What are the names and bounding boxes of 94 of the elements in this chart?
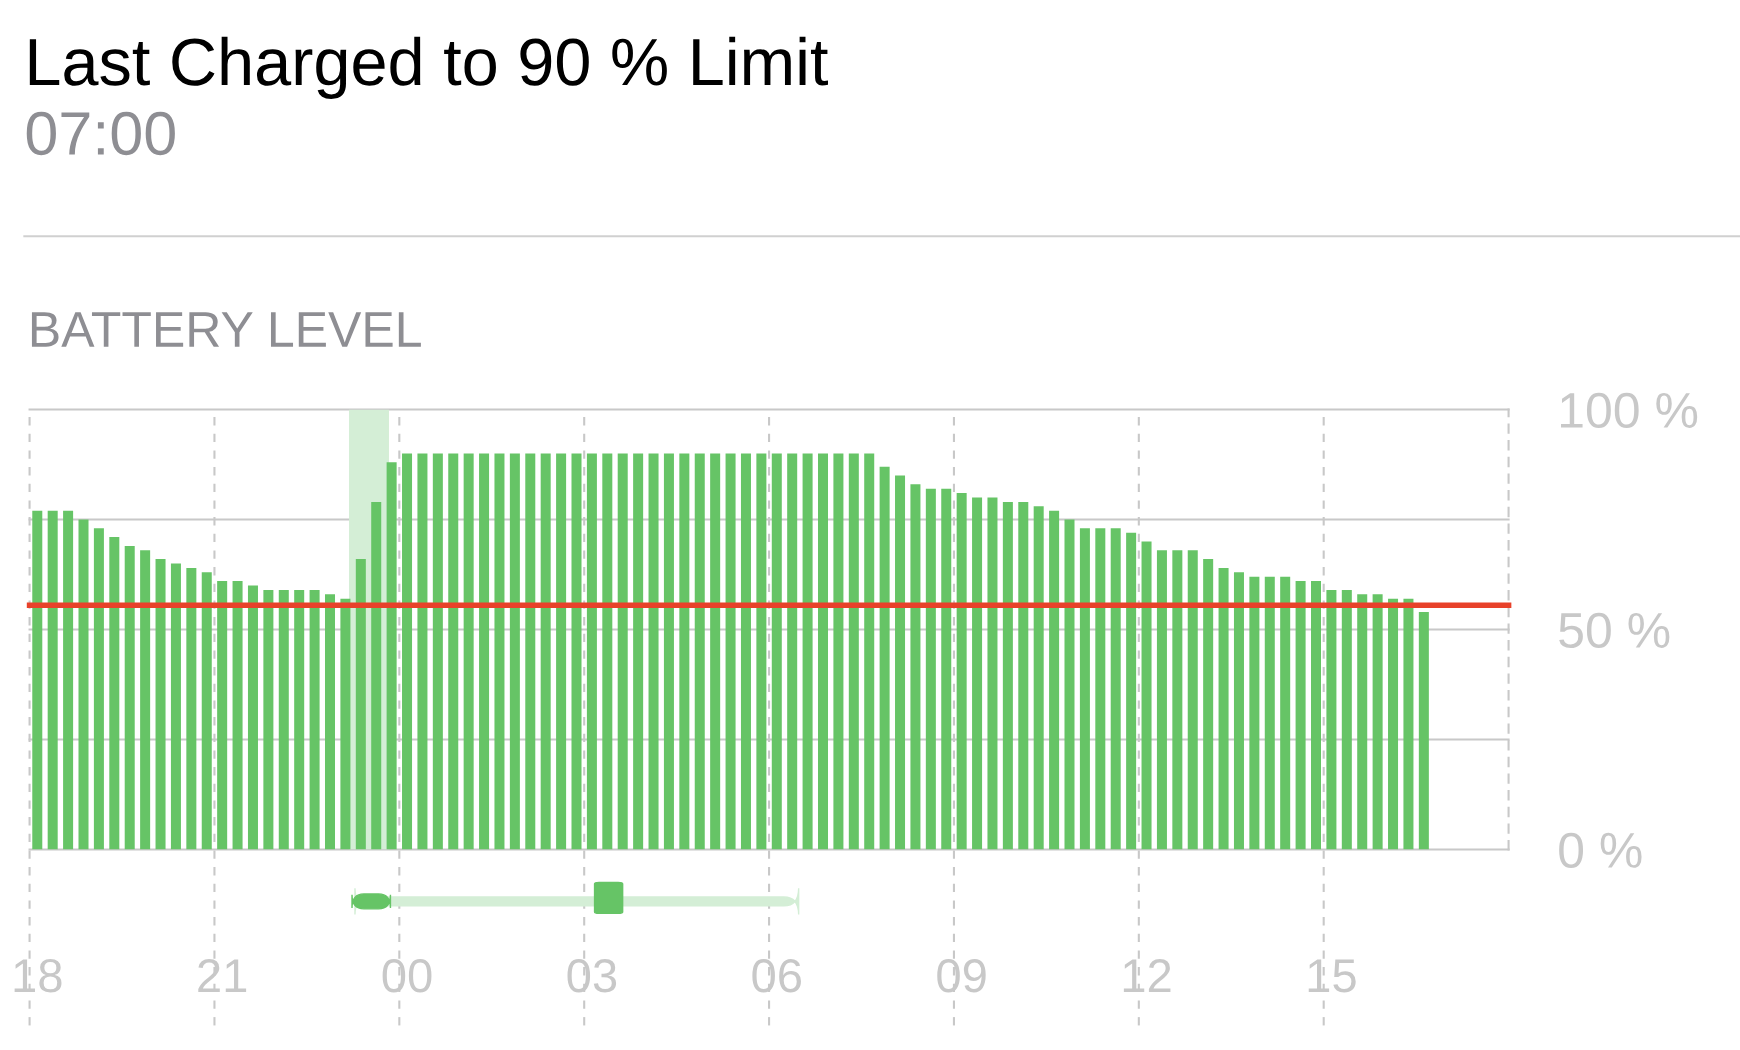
bar <box>879 466 890 850</box>
bar <box>1049 510 1060 850</box>
bar <box>93 528 104 850</box>
bar <box>170 563 181 850</box>
bar <box>787 453 798 850</box>
bar <box>1187 550 1198 850</box>
bar <box>309 589 320 850</box>
bar <box>340 598 351 850</box>
bar <box>201 572 212 850</box>
chart-title: Last Charged to 90 % Limit <box>29 36 828 99</box>
bar <box>494 453 505 850</box>
bar <box>1018 501 1029 850</box>
bar <box>278 589 289 850</box>
bar <box>663 453 674 850</box>
bar <box>232 581 243 850</box>
bar <box>941 488 952 850</box>
bar <box>371 501 382 850</box>
bar <box>694 453 705 850</box>
bar <box>294 589 305 850</box>
bar <box>679 453 690 850</box>
bar <box>1357 594 1368 850</box>
bar <box>1388 598 1399 850</box>
bar <box>1002 501 1013 850</box>
bar <box>540 453 551 850</box>
bar <box>925 488 936 850</box>
bar <box>1418 611 1429 850</box>
bar <box>448 453 459 850</box>
bar <box>1249 576 1260 850</box>
chart-subtitle: 07:00 <box>26 111 175 156</box>
bar <box>956 493 967 850</box>
bar <box>1064 519 1075 850</box>
bar <box>1295 581 1306 850</box>
bar <box>1079 528 1090 850</box>
bar <box>263 589 274 850</box>
bar <box>155 559 166 850</box>
bar <box>617 453 628 850</box>
bar <box>556 453 567 850</box>
bar <box>247 585 258 850</box>
bar <box>602 453 613 850</box>
bar <box>355 559 366 850</box>
bar <box>1203 559 1214 850</box>
bar <box>972 497 983 850</box>
bar <box>1280 576 1291 850</box>
bar <box>124 545 135 850</box>
bar <box>1095 528 1106 850</box>
bar <box>47 510 58 850</box>
bar <box>1156 550 1167 850</box>
bar <box>895 475 906 850</box>
bar <box>817 453 829 850</box>
bar <box>402 453 413 850</box>
bar <box>1264 576 1275 850</box>
bar <box>633 453 644 850</box>
bar <box>1172 550 1183 850</box>
bar <box>848 453 859 850</box>
text: BATTERY LEVEL <box>31 312 421 347</box>
bar <box>63 510 74 850</box>
bar <box>802 453 813 850</box>
bar <box>740 453 751 850</box>
bar <box>32 510 43 850</box>
bar <box>78 519 89 850</box>
bar <box>479 453 490 850</box>
bar <box>571 453 582 850</box>
bar <box>324 594 336 850</box>
bar <box>1326 589 1337 850</box>
bar <box>648 453 659 850</box>
bar <box>463 453 474 850</box>
bar <box>987 497 998 850</box>
bar <box>140 550 151 850</box>
bar <box>217 581 228 850</box>
bar <box>1126 532 1137 850</box>
bar <box>1141 541 1152 850</box>
bar <box>725 453 736 850</box>
bar <box>1403 598 1414 850</box>
bar <box>417 453 428 850</box>
bar <box>833 453 844 850</box>
bar <box>1110 528 1121 850</box>
bar <box>109 537 120 850</box>
bar <box>432 453 443 850</box>
bar <box>756 453 767 850</box>
bar <box>386 462 397 850</box>
bar <box>1341 589 1352 850</box>
bar <box>1033 506 1044 850</box>
bar <box>910 484 921 850</box>
bar <box>1218 567 1229 850</box>
bar <box>864 453 875 850</box>
bar <box>525 453 536 850</box>
bar <box>771 453 782 850</box>
bar <box>710 453 721 850</box>
bar <box>509 453 520 850</box>
bar <box>186 567 197 850</box>
bar <box>1310 581 1322 850</box>
bar <box>1233 572 1244 850</box>
bar <box>586 453 597 850</box>
bar <box>1372 594 1383 850</box>
